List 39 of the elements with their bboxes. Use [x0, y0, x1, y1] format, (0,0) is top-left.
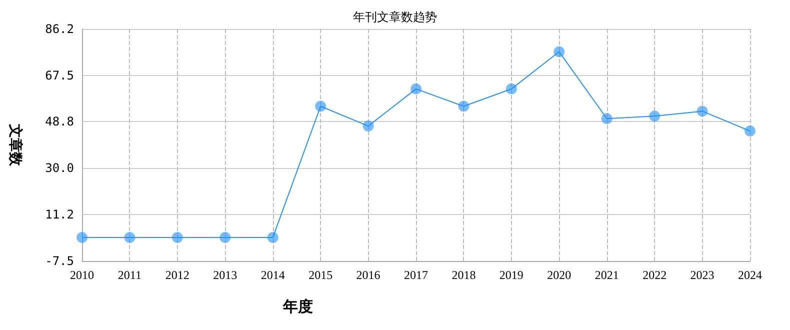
point — [124, 232, 136, 243]
point — [315, 100, 326, 112]
point — [410, 83, 422, 94]
point — [649, 110, 660, 122]
x-tick-label: 2024 — [738, 268, 762, 282]
x-axis-title: 年度 — [282, 298, 313, 316]
point — [220, 232, 231, 243]
x-tick-label: 2011 — [118, 268, 142, 282]
point — [744, 126, 756, 137]
x-tick-label: 2020 — [547, 268, 572, 282]
y-tick-label: 48.8 — [45, 114, 74, 129]
y-tick-label: 11.2 — [45, 208, 74, 222]
x-tick-label: 2012 — [165, 268, 190, 282]
x-tick-label: 2023 — [690, 268, 714, 282]
y-tick-label: -7.5 — [45, 254, 74, 268]
point — [172, 232, 183, 243]
x-tick-label: 2013 — [213, 268, 238, 282]
point — [601, 113, 612, 124]
x-tick-label: 2022 — [642, 268, 667, 282]
point — [696, 106, 708, 117]
y-tick-label: 86.2 — [45, 22, 74, 36]
point — [554, 46, 565, 58]
point — [506, 83, 517, 94]
chart-title: 年刊文章数趋势 — [353, 10, 437, 24]
y-tick-label: 67.5 — [45, 68, 74, 82]
x-tick-label: 2010 — [70, 268, 94, 282]
x-tick-label: 2018 — [452, 268, 476, 282]
x-tick-label: 2016 — [356, 268, 380, 282]
y-axis-title: 文章数 — [7, 123, 24, 167]
x-tick-label: 2019 — [499, 268, 524, 282]
point — [362, 120, 374, 132]
point — [458, 100, 470, 112]
x-tick-label: 2014 — [260, 268, 285, 282]
point — [76, 232, 88, 243]
point — [267, 232, 278, 243]
x-tick-label: 2017 — [404, 268, 428, 282]
x-tick-label: 2021 — [594, 268, 619, 282]
y-tick-label: 30.0 — [45, 161, 74, 176]
x-tick-label: 2015 — [308, 268, 333, 282]
